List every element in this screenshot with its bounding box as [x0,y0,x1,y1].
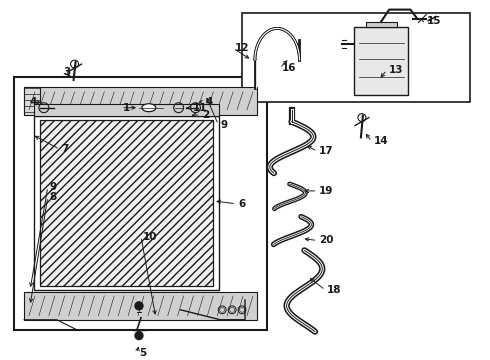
Text: 9: 9 [220,120,227,130]
Text: 4: 4 [205,97,213,107]
Bar [366,22,396,27]
Text: 17: 17 [319,146,334,156]
Text: 19: 19 [319,186,334,196]
Text: 18: 18 [327,285,342,295]
Text: 20: 20 [319,235,334,246]
Text: 7: 7 [62,144,69,154]
Text: 3: 3 [64,67,71,77]
Text: 5: 5 [139,348,146,359]
Bar [40,120,213,286]
Text: 11: 11 [193,103,207,113]
Text: 10: 10 [143,231,157,242]
Text: 14: 14 [374,136,389,147]
Circle shape [135,302,143,310]
Text: 16: 16 [282,63,296,73]
Bar [34,116,219,290]
Text: 8: 8 [50,192,57,202]
Bar [24,87,257,114]
Ellipse shape [142,104,156,112]
Circle shape [135,332,143,339]
Text: 1: 1 [123,103,130,113]
Bar [14,77,267,330]
Text: 15: 15 [426,15,441,26]
Text: 6: 6 [238,199,245,209]
Bar [24,292,257,320]
Bar [34,104,219,116]
Text: 13: 13 [389,65,403,75]
Bar [24,87,40,114]
Bar [242,13,470,102]
Text: 12: 12 [235,43,249,53]
Text: 2: 2 [202,110,210,120]
Bar [354,27,409,95]
Text: 4: 4 [30,97,37,107]
Text: 9: 9 [50,182,57,192]
